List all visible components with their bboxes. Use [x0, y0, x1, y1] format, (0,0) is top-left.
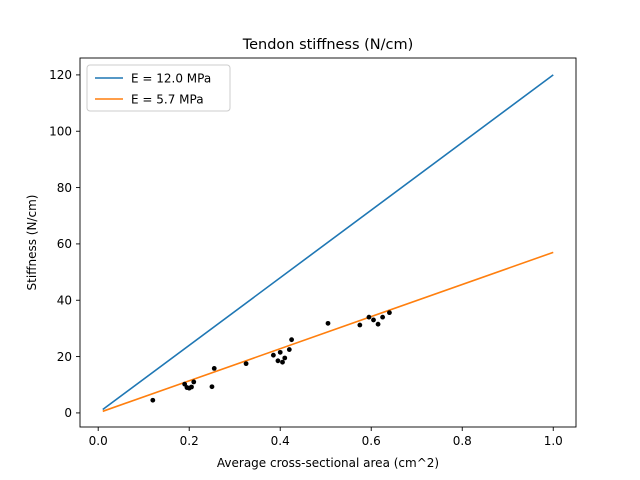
y-tick-label: 0	[64, 406, 72, 420]
scatter-point	[182, 381, 188, 387]
scatter-point	[189, 384, 194, 390]
scatter-point	[211, 366, 217, 371]
axes-frame	[79, 57, 577, 428]
y-tick-label: 40	[57, 294, 72, 308]
scatter-point	[325, 320, 331, 326]
x-tick-label: 0.8	[453, 434, 472, 448]
scatter-point	[286, 347, 292, 352]
series-line-0	[102, 74, 554, 411]
plot-content	[102, 74, 554, 413]
chart-title: Tendon stiffness (N/cm)	[242, 37, 414, 53]
y-tick-label: 60	[57, 237, 72, 251]
y-tick-label: 100	[49, 125, 72, 139]
scatter-point	[387, 310, 392, 316]
x-tick-label: 0.2	[180, 434, 199, 448]
legend: E = 12.0 MPa E = 5.7 MPa	[86, 64, 231, 112]
y-tick-label: 20	[57, 350, 72, 364]
scatter-point	[209, 384, 215, 390]
legend-label-0: E = 12.0 MPa	[131, 71, 211, 85]
scatter-point	[375, 321, 381, 327]
scatter-point	[282, 355, 288, 361]
scatter-point	[380, 314, 386, 320]
y-tick-label: 80	[57, 181, 72, 195]
y-tick-label: 120	[49, 68, 72, 82]
scatter-point	[150, 397, 156, 403]
x-axis-ticks: 0.0 0.2 0.4 0.6 0.8 1.0	[89, 427, 563, 448]
scatter-point	[243, 361, 249, 367]
scatter-point	[270, 352, 276, 358]
x-tick-label: 1.0	[544, 434, 563, 448]
y-axis-label: Stiffness (N/cm)	[25, 195, 39, 291]
scatter-point	[277, 349, 283, 355]
scatter-point	[275, 358, 281, 364]
x-tick-label: 0.6	[362, 434, 381, 448]
x-tick-label: 0.4	[271, 434, 290, 448]
scatter-point	[191, 379, 197, 385]
scatter-point	[366, 314, 372, 320]
x-axis-label: Average cross-sectional area (cm^2)	[217, 456, 439, 470]
scatter-point	[280, 359, 285, 365]
x-tick-label: 0.0	[89, 434, 108, 448]
scatter-point	[289, 337, 294, 343]
y-axis-ticks: 0 20 40 60 80 100 120	[49, 68, 80, 420]
legend-label-1: E = 5.7 MPa	[131, 92, 204, 106]
scatter-point	[357, 322, 363, 328]
scatter-point	[371, 317, 376, 323]
series-line-1	[102, 251, 554, 413]
